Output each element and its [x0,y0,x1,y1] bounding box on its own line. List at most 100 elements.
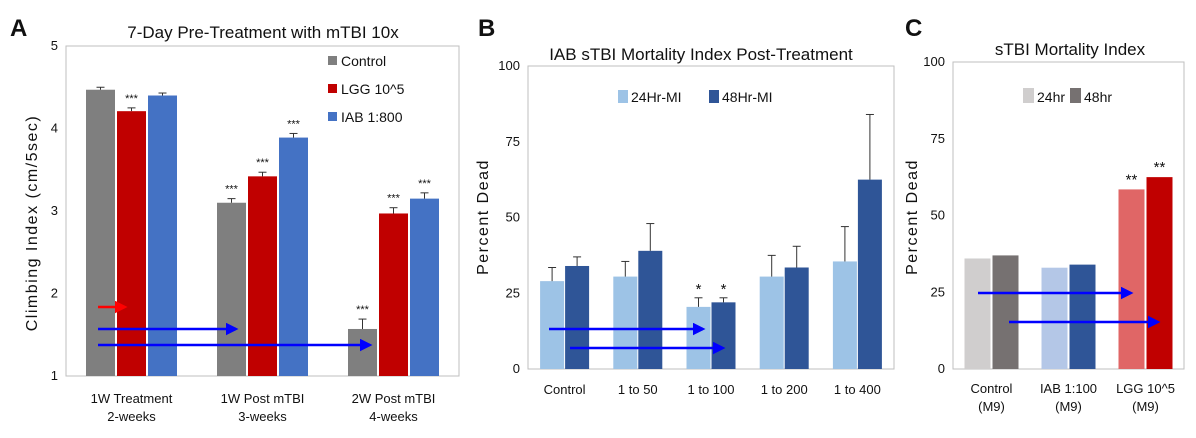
panel-a: A 7-Day Pre-Treatment with mTBI 10x Clim… [10,15,460,424]
legend-label-48hr: 48hr [1084,89,1112,105]
legend-swatch-control [328,56,337,65]
panel-a-letter: A [10,15,27,42]
bar-control [217,202,246,376]
bar-48hr [1069,264,1096,369]
legend-label-iab: IAB 1:800 [341,109,403,125]
category-label: 1 to 200 [761,382,808,397]
panel-c: C sTBI Mortality Index Percent Dead 0 25 5… [904,15,1185,414]
panel-c-categories: Control (M9) IAB 1:100 (M9) LGG 10^5 (M9) [971,381,1175,414]
panel-a-title: 7-Day Pre-Treatment with mTBI 10x [127,23,399,42]
significance-mark: *** [125,93,139,105]
bar-24hr-mi [832,261,857,369]
category-label: 1W Treatment [91,391,173,406]
bar-control [86,89,115,376]
panel-c-legend: 24hr 48hr [1023,88,1112,105]
legend-swatch-24hr [1023,88,1034,103]
y-tick-label: 75 [931,131,945,146]
category-label: 2W Post mTBI [352,391,436,406]
category-label: 2-weeks [107,409,156,424]
bar-48hr-mi [857,179,882,369]
panel-b-y-axis-label: Percent Dead [475,159,492,275]
category-label: 1 to 100 [688,382,735,397]
category-label: 1 to 50 [618,382,658,397]
category-label: (M9) [1055,399,1082,414]
bar-24hr-mi [540,281,565,369]
panel-b-letter: B [478,15,495,42]
y-tick-label: 4 [51,121,58,136]
significance-mark: * [696,281,702,298]
y-tick-label: 50 [931,208,945,223]
y-tick-label: 0 [938,361,945,376]
panel-c-title: sTBI Mortality Index [995,40,1146,59]
y-tick-label: 2 [51,286,58,301]
bar-48hr [992,255,1019,369]
panel-a-bars: *** *** *** *** *** *** *** [86,86,439,377]
legend-swatch-lgg [328,84,337,93]
panel-b-bars: * * [540,113,882,369]
category-label: 1W Post mTBI [221,391,305,406]
y-tick-label: 0 [513,361,520,376]
category-label: (M9) [978,399,1005,414]
bar-iab-1-800 [148,95,177,376]
legend-swatch-24hr-mi [618,90,628,103]
bar-24hr [1041,267,1068,369]
legend-swatch-48hr [1070,88,1081,103]
bar-lgg-10-5 [379,213,408,376]
bar-48hr [1146,177,1173,369]
bar-lgg-10-5 [117,111,146,377]
y-tick-label: 25 [506,285,520,300]
bar-iab-1-800 [279,137,308,376]
y-tick-label: 5 [51,38,58,53]
significance-mark: *** [287,118,301,130]
bar-24hr-mi [686,306,711,369]
category-label: IAB 1:100 [1040,381,1097,396]
significance-mark: ** [1154,159,1166,176]
bar-48hr-mi [711,302,736,369]
legend-label-lgg: LGG 10^5 [341,81,405,97]
panel-c-y-ticks: 0 25 50 75 100 [923,54,945,376]
panel-c-letter: C [905,15,922,42]
legend-label-24hr: 24hr [1037,89,1065,105]
y-tick-label: 3 [51,203,58,218]
significance-mark: ** [1126,171,1138,188]
significance-mark: * [721,281,727,298]
significance-mark: *** [418,178,432,190]
panel-b-y-ticks: 0 25 50 75 100 [498,58,520,376]
category-label: LGG 10^5 [1116,381,1175,396]
bar-48hr-mi [638,250,663,369]
bar-48hr-mi [565,265,590,369]
bar-24hr-mi [759,276,784,369]
bar-control [348,328,377,376]
bar-24hr [964,258,991,369]
legend-label-48hr-mi: 48Hr-MI [722,89,773,105]
category-label: 3-weeks [238,409,287,424]
bar-24hr [1118,189,1145,369]
panel-c-plot-frame [952,61,1185,370]
significance-mark: *** [387,193,401,205]
panel-b-title: IAB sTBI Mortality Index Post-Treatment [549,45,853,64]
category-label: Control [971,381,1013,396]
category-label: 4-weeks [369,409,418,424]
panel-a-y-ticks: 1 2 3 4 5 [51,38,58,383]
bar-24hr-mi [613,276,638,369]
y-tick-label: 75 [506,134,520,149]
category-label: Control [544,382,586,397]
significance-mark: *** [225,184,239,196]
panel-c-bars: ** ** [964,159,1173,369]
y-tick-label: 50 [506,210,520,225]
y-tick-label: 100 [498,58,520,73]
panel-a-y-axis-label: Climbing Index (cm/5sec) [24,115,41,332]
legend-swatch-iab [328,112,337,121]
panel-b-plot-frame [527,65,895,370]
legend-swatch-48hr-mi [709,90,719,103]
panel-c-y-axis-label: Percent Dead [904,159,921,275]
significance-mark: *** [356,304,370,316]
y-tick-label: 1 [51,368,58,383]
category-label: 1 to 400 [834,382,881,397]
significance-mark: *** [256,157,270,169]
y-tick-label: 25 [931,284,945,299]
category-label: (M9) [1132,399,1159,414]
bar-iab-1-800 [410,198,439,376]
y-tick-label: 100 [923,54,945,69]
